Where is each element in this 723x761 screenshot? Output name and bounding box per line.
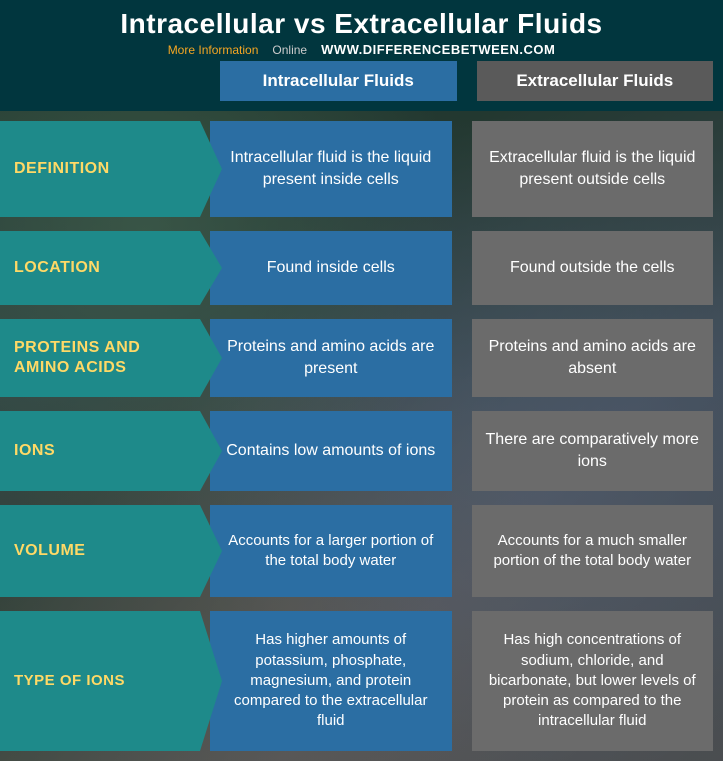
cell-extracellular: Extracellular fluid is the liquid presen… bbox=[472, 121, 714, 217]
subtitle-row: More Information Online WWW.DIFFERENCEBE… bbox=[20, 42, 703, 57]
row-label: DEFINITION bbox=[0, 121, 200, 217]
online-label: Online bbox=[272, 43, 307, 57]
col-spacer bbox=[0, 61, 210, 101]
comparison-row: IONSContains low amounts of ionsThere ar… bbox=[0, 411, 723, 491]
cell-extracellular: Proteins and amino acids are absent bbox=[472, 319, 714, 397]
infographic-container: Intracellular vs Extracellular Fluids Mo… bbox=[0, 0, 723, 761]
cell-intracellular: Found inside cells bbox=[210, 231, 452, 305]
page-title: Intracellular vs Extracellular Fluids bbox=[20, 8, 703, 40]
comparison-row: TYPE OF IONSHas higher amounts of potass… bbox=[0, 611, 723, 751]
comparison-row: DEFINITIONIntracellular fluid is the liq… bbox=[0, 121, 723, 217]
comparison-row: PROTEINS AND AMINO ACIDSProteins and ami… bbox=[0, 319, 723, 397]
cell-intracellular: Accounts for a larger portion of the tot… bbox=[210, 505, 452, 597]
column-headers: Intracellular Fluids Extracellular Fluid… bbox=[0, 61, 723, 111]
cell-extracellular: Has high concentrations of sodium, chlor… bbox=[472, 611, 714, 751]
cell-intracellular: Has higher amounts of potassium, phospha… bbox=[210, 611, 452, 751]
cell-intracellular: Proteins and amino acids are present bbox=[210, 319, 452, 397]
cell-intracellular: Intracellular fluid is the liquid presen… bbox=[210, 121, 452, 217]
row-label: VOLUME bbox=[0, 505, 200, 597]
col-header-left: Intracellular Fluids bbox=[220, 61, 457, 101]
cell-extracellular: Found outside the cells bbox=[472, 231, 714, 305]
comparison-row: VOLUMEAccounts for a larger portion of t… bbox=[0, 505, 723, 597]
row-label: PROTEINS AND AMINO ACIDS bbox=[0, 319, 200, 397]
website-url: WWW.DIFFERENCEBETWEEN.COM bbox=[321, 42, 555, 57]
comparison-row: LOCATIONFound inside cells Found outside … bbox=[0, 231, 723, 305]
cell-intracellular: Contains low amounts of ions bbox=[210, 411, 452, 491]
col-header-right: Extracellular Fluids bbox=[477, 61, 714, 101]
row-label: TYPE OF IONS bbox=[0, 611, 200, 751]
row-label: LOCATION bbox=[0, 231, 200, 305]
more-info-label: More Information bbox=[168, 43, 259, 57]
header: Intracellular vs Extracellular Fluids Mo… bbox=[0, 0, 723, 61]
cell-extracellular: Accounts for a much smaller portion of t… bbox=[472, 505, 714, 597]
row-label: IONS bbox=[0, 411, 200, 491]
comparison-rows: DEFINITIONIntracellular fluid is the liq… bbox=[0, 111, 723, 751]
cell-extracellular: There are comparatively more ions bbox=[472, 411, 714, 491]
